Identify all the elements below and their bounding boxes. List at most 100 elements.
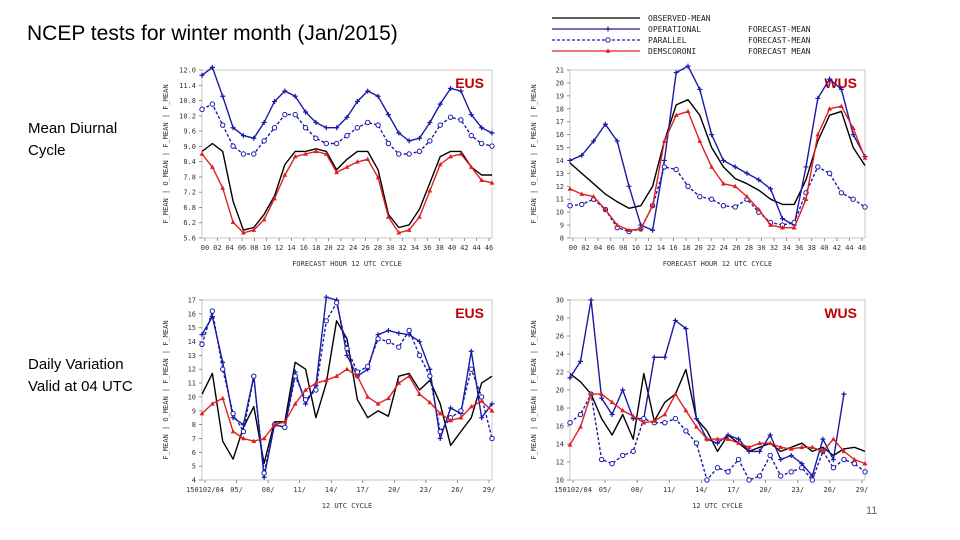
triangle-marker <box>567 442 573 447</box>
circle-marker <box>251 373 257 379</box>
series-line <box>201 142 492 231</box>
plus-marker <box>693 416 699 422</box>
plus-marker <box>720 157 726 163</box>
triangle-marker <box>744 194 750 199</box>
plus-marker <box>830 457 836 463</box>
y-tick-label: 13 <box>188 352 196 360</box>
triangle-marker <box>230 428 236 434</box>
series-observed-mean <box>569 368 866 457</box>
plus-marker <box>489 401 495 407</box>
circle-marker <box>778 473 784 479</box>
eus-daily-chart: 4 5 6 7 8 9 10 11 12 13 14 15 16 17 150102/04 05/08/11/… <box>162 294 495 510</box>
y-tick-label: 12 <box>556 183 564 191</box>
plus-marker <box>768 186 774 192</box>
circle-marker <box>230 143 236 149</box>
circle-marker <box>406 327 412 334</box>
plus-marker <box>614 138 620 144</box>
plus-marker <box>779 216 785 222</box>
circle-marker <box>344 345 350 352</box>
circle-marker <box>199 341 205 348</box>
circle-marker <box>292 373 298 379</box>
circle-marker <box>199 106 205 113</box>
y-tick-label: 10 <box>556 209 564 217</box>
y-axis-label: F_MEAN | O_MEAN | F_MEAN | F_MEAN <box>162 320 170 459</box>
series-operational <box>199 64 495 144</box>
y-tick-label: 5.6 <box>183 235 196 243</box>
triangle-marker <box>489 408 495 413</box>
circle-marker <box>458 117 464 123</box>
x-tick-label: 11/ <box>293 486 306 494</box>
circle-marker <box>344 132 350 139</box>
x-tick-label: 04 <box>594 244 602 252</box>
row-label-mean-diurnal: Mean Diurnal Cycle <box>28 118 148 162</box>
eus-diurnal-chart: 5.6 6.2 6.8 7.2 7.8 8.4 9.0 9.6 10.2 10.8 11.4 12.0… <box>162 64 495 268</box>
triangle-marker <box>292 154 298 159</box>
plus-marker <box>365 88 371 94</box>
circle-marker <box>609 460 615 467</box>
y-tick-label: 22 <box>556 369 564 377</box>
circle-marker <box>720 202 727 209</box>
circle-marker <box>735 456 742 463</box>
circle-marker <box>567 202 573 209</box>
plus-marker <box>827 76 833 82</box>
plus-marker <box>448 85 454 91</box>
plus-marker <box>199 332 205 338</box>
x-tick-label: 24 <box>720 244 728 252</box>
x-tick-label: 32 <box>398 244 406 252</box>
triangle-marker <box>830 436 836 441</box>
circle-marker <box>468 132 474 139</box>
y-tick-label: 11 <box>556 196 564 204</box>
circle-marker <box>365 119 371 126</box>
circle-marker <box>767 452 773 459</box>
triangle-marker <box>230 219 236 225</box>
triangle-marker <box>862 155 868 160</box>
plus-marker <box>230 125 236 131</box>
circle-marker <box>302 396 309 403</box>
circle-marker <box>375 336 381 342</box>
circle-marker <box>282 111 288 118</box>
x-tick-label: 150102/04 <box>186 486 224 494</box>
y-tick-label: 18 <box>556 105 564 113</box>
y-tick-label: 10 <box>188 393 196 401</box>
triangle-marker <box>732 183 738 189</box>
x-tick-label: 06 <box>238 244 246 252</box>
plus-marker <box>683 326 689 332</box>
y-tick-label: 14 <box>556 157 564 165</box>
x-tick-label: 29/ <box>856 486 869 494</box>
plus-marker <box>803 164 809 170</box>
circle-marker <box>672 415 679 422</box>
circle-marker <box>416 148 423 155</box>
plus-marker <box>437 435 443 441</box>
y-tick-label: 18 <box>556 405 564 413</box>
triangle-marker <box>638 226 644 231</box>
circle-marker <box>851 460 858 467</box>
triangle-marker <box>662 411 668 417</box>
triangle-marker <box>261 217 267 222</box>
y-tick-label: 16 <box>188 310 196 318</box>
triangle-marker <box>820 448 826 454</box>
triangle-marker <box>809 444 815 450</box>
triangle-marker <box>767 440 773 445</box>
plus-marker <box>715 440 720 446</box>
plus-marker <box>709 132 715 138</box>
y-tick-label: 10.8 <box>179 97 196 105</box>
y-axis-label: F_MEAN | O_MEAN | F_MEAN | F_MEAN <box>162 84 170 223</box>
circle-marker <box>788 469 794 475</box>
triangle-marker <box>417 214 422 219</box>
triangle-marker <box>437 410 443 416</box>
series-observed-mean <box>201 320 493 465</box>
y-tick-label: 6.2 <box>183 219 196 227</box>
plus-marker <box>375 93 381 99</box>
circle-marker <box>323 140 329 147</box>
triangle-marker <box>354 159 360 164</box>
triangle-marker <box>852 456 857 462</box>
slide-title: NCEP tests for winter month (Jan/2015) <box>27 22 398 45</box>
triangle-marker <box>427 399 433 405</box>
triangle-marker <box>303 387 308 392</box>
region-title: WUS <box>824 305 857 321</box>
x-tick-label: 04 <box>225 244 233 252</box>
x-tick-label: 44 <box>472 244 480 252</box>
circle-marker <box>468 366 474 372</box>
triangle-marker <box>406 227 412 232</box>
triangle-marker <box>683 407 689 413</box>
